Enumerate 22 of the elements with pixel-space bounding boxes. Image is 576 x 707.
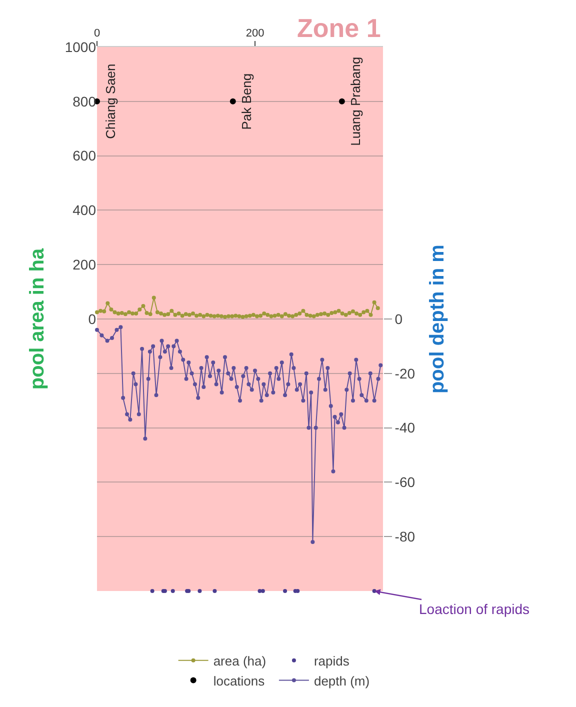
y2-tick-label: -60 <box>394 474 416 490</box>
y2-tick-label: -20 <box>394 365 416 382</box>
y2-tick-label: -80 <box>394 528 416 544</box>
y2-tick-label: 0 <box>394 310 403 327</box>
annotation: Pak Beng <box>238 73 254 130</box>
y-axis-title: pool area in ha <box>26 248 48 390</box>
y-tick-label: 0 <box>88 310 96 327</box>
legend-label: locations <box>213 673 266 688</box>
y-tick-label: 1000 <box>64 38 96 55</box>
y-tick-label: 600 <box>72 148 96 164</box>
annotation: Loaction of rapids <box>419 601 530 617</box>
y-tick-label: 200 <box>72 256 96 272</box>
chart-title: Zone 1 <box>297 13 381 43</box>
annotation: Luang Prabang <box>348 56 364 146</box>
y-tick-label: 400 <box>72 202 96 218</box>
y-tick-label: 800 <box>72 93 96 110</box>
annotation: Chiang Saen <box>103 64 118 139</box>
y2-tick-label: -40 <box>394 420 416 436</box>
legend-label: depth (m) <box>314 673 370 688</box>
y2-axis-title: pool depth in m <box>426 244 449 394</box>
legend-label: rapids <box>314 653 350 668</box>
legend-label: area (ha) <box>213 653 266 668</box>
